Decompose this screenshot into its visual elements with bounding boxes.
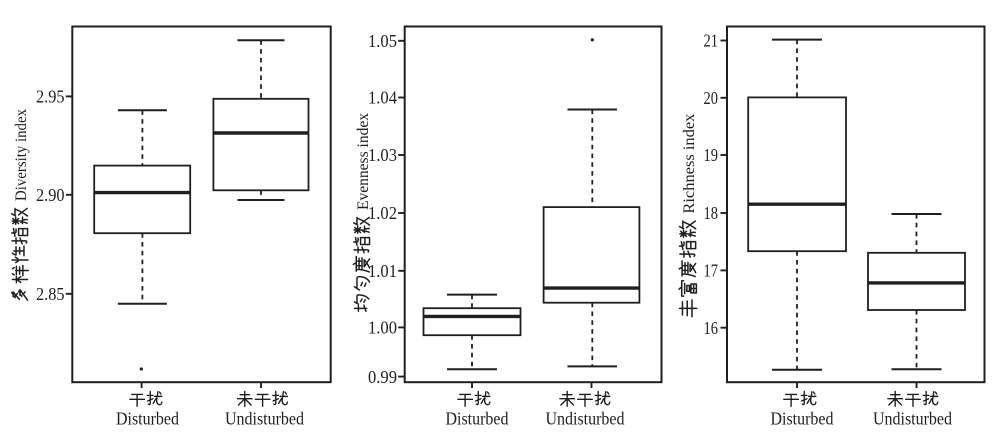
svg-text:16: 16 bbox=[704, 318, 719, 338]
svg-text:Undisturbed: Undisturbed bbox=[546, 409, 625, 429]
svg-text:Undisturbed: Undisturbed bbox=[873, 409, 952, 429]
svg-text:19: 19 bbox=[704, 145, 719, 165]
svg-text:Disturbed: Disturbed bbox=[116, 409, 179, 429]
svg-text:2.95: 2.95 bbox=[36, 87, 65, 107]
svg-text:Evenness index: Evenness index bbox=[355, 113, 372, 210]
svg-text:17: 17 bbox=[704, 261, 719, 281]
svg-text:20: 20 bbox=[704, 88, 719, 108]
svg-text:Undisturbed: Undisturbed bbox=[225, 409, 304, 429]
svg-text:Disturbed: Disturbed bbox=[446, 409, 509, 429]
svg-text:2.90: 2.90 bbox=[36, 185, 65, 205]
svg-text:1.01: 1.01 bbox=[368, 261, 397, 281]
svg-text:21: 21 bbox=[704, 31, 719, 51]
svg-text:1.03: 1.03 bbox=[368, 145, 397, 165]
svg-text:1.04: 1.04 bbox=[368, 88, 397, 108]
svg-text:2.85: 2.85 bbox=[36, 284, 65, 304]
svg-text:Disturbed: Disturbed bbox=[771, 409, 834, 429]
svg-text:18: 18 bbox=[704, 203, 719, 223]
svg-text:1.05: 1.05 bbox=[368, 31, 397, 51]
svg-text:1.00: 1.00 bbox=[368, 318, 397, 338]
svg-text:1.02: 1.02 bbox=[368, 203, 397, 223]
svg-text:Diversity index: Diversity index bbox=[13, 109, 30, 201]
svg-text:Richness index: Richness index bbox=[681, 114, 698, 214]
svg-text:0.99: 0.99 bbox=[368, 367, 397, 387]
